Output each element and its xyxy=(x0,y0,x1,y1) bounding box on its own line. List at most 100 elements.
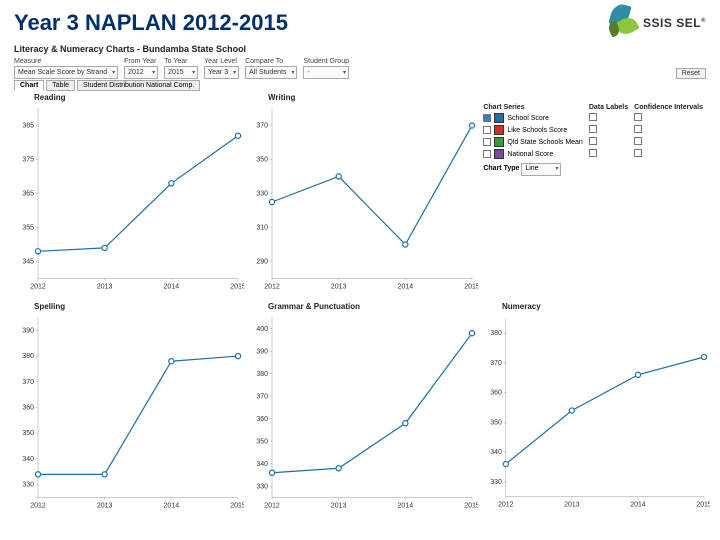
svg-text:2012: 2012 xyxy=(30,284,46,291)
svg-text:2014: 2014 xyxy=(164,284,180,291)
svg-text:380: 380 xyxy=(256,371,268,378)
chart-cell: Grammar & Punctuation3303403503603703803… xyxy=(248,302,478,517)
filter-measure[interactable]: Mean Scale Score by Strand xyxy=(14,66,118,79)
filter-label-compare-to: Compare To xyxy=(245,58,297,65)
svg-text:350: 350 xyxy=(256,438,268,445)
svg-text:2013: 2013 xyxy=(97,284,113,291)
svg-text:340: 340 xyxy=(256,461,268,468)
svg-text:330: 330 xyxy=(22,482,34,489)
legend-check[interactable] xyxy=(483,114,491,122)
legend-check[interactable] xyxy=(483,126,491,134)
chart-svg: 330 340 350 360 370 380 390 400 2012 2013 2014 2015 xyxy=(248,312,478,515)
chart-svg: 3303403503603703803902012201320142015 xyxy=(14,312,244,515)
svg-text:370: 370 xyxy=(256,393,268,400)
logo-text: SSIS SEL® xyxy=(643,16,706,30)
chart-title: Grammar & Punctuation xyxy=(248,302,478,312)
svg-text:360: 360 xyxy=(22,405,34,412)
chart-svg: 345 355 365 375 385 2012 2013 2014 2015 xyxy=(14,103,244,296)
legend-datalabel-check[interactable] xyxy=(589,113,597,121)
svg-text:380: 380 xyxy=(490,330,502,337)
svg-text:400: 400 xyxy=(256,326,268,333)
chart-cell: Numeracy33034035036037038020122013201420… xyxy=(482,302,710,517)
filter-to-year[interactable]: 2015 xyxy=(164,66,198,79)
svg-text:330: 330 xyxy=(256,483,268,490)
filter-label-measure: Measure xyxy=(14,58,118,65)
svg-text:360: 360 xyxy=(490,390,502,397)
svg-text:330: 330 xyxy=(256,191,268,198)
svg-text:370: 370 xyxy=(22,379,34,386)
legend-datalabel-check[interactable] xyxy=(589,137,597,145)
filter-bar: MeasureMean Scale Score by Strand From Y… xyxy=(0,56,720,80)
svg-text:2015: 2015 xyxy=(230,503,244,510)
svg-text:2014: 2014 xyxy=(630,502,646,509)
tab-distribution[interactable]: Student Distribution National Comp. xyxy=(77,80,200,91)
legend-series-label: Like Schools Score xyxy=(507,127,567,134)
svg-text:345: 345 xyxy=(22,259,34,266)
filter-label-year-level: Year Level xyxy=(204,58,239,65)
svg-text:385: 385 xyxy=(22,123,34,130)
tab-chart[interactable]: Chart xyxy=(14,80,44,91)
svg-text:2013: 2013 xyxy=(564,502,580,509)
legend-series-label: National Score xyxy=(507,151,553,158)
chart-svg: 2903103303503702012201320142015 xyxy=(248,103,478,296)
svg-text:2012: 2012 xyxy=(264,503,280,510)
svg-text:370: 370 xyxy=(256,123,268,130)
svg-text:330: 330 xyxy=(490,479,502,486)
legend-datalabel-check[interactable] xyxy=(589,149,597,157)
filter-from-year[interactable]: 2012 xyxy=(124,66,158,79)
svg-text:350: 350 xyxy=(490,419,502,426)
chart-title: Reading xyxy=(14,93,244,103)
chart-type-select[interactable]: Line xyxy=(521,163,561,176)
chart-legend: Chart SeriesData LabelsConfidence Interv… xyxy=(480,103,706,177)
chart-cell: Writing2903103303503702012201320142015 xyxy=(248,93,478,298)
legend-ci-check[interactable] xyxy=(634,113,642,121)
svg-text:2015: 2015 xyxy=(230,284,244,291)
svg-text:360: 360 xyxy=(256,416,268,423)
filter-label-from-year: From Year xyxy=(124,58,158,65)
svg-text:340: 340 xyxy=(22,456,34,463)
svg-text:355: 355 xyxy=(22,225,34,232)
svg-text:2015: 2015 xyxy=(464,284,478,291)
filter-compare-to[interactable]: All Students xyxy=(245,66,297,79)
legend-ci-check[interactable] xyxy=(634,137,642,145)
chart-cell: Chart SeriesData LabelsConfidence Interv… xyxy=(482,93,710,298)
charts-grid: Reading 345 355 365 375 385 2012 2013 2014 2015 Wr… xyxy=(0,91,720,519)
chart-title: Spelling xyxy=(14,302,244,312)
chart-title: Writing xyxy=(248,93,478,103)
svg-text:2014: 2014 xyxy=(398,503,414,510)
svg-text:380: 380 xyxy=(22,353,34,360)
filter-student-group[interactable]: - xyxy=(303,66,349,79)
tab-table[interactable]: Table xyxy=(46,80,75,91)
svg-text:2014: 2014 xyxy=(398,284,414,291)
logo: SSIS SEL® xyxy=(605,6,706,40)
filter-label-student-group: Student Group xyxy=(303,58,349,65)
svg-text:350: 350 xyxy=(256,157,268,164)
chart-cell: Spelling33034035036037038039020122013201… xyxy=(14,302,244,517)
tab-bar: Chart Table Student Distribution Nationa… xyxy=(0,80,720,91)
reset-button[interactable]: Reset xyxy=(676,68,706,79)
svg-text:365: 365 xyxy=(22,191,34,198)
legend-ci-check[interactable] xyxy=(634,149,642,157)
svg-text:2015: 2015 xyxy=(696,502,710,509)
svg-text:350: 350 xyxy=(22,430,34,437)
legend-datalabel-check[interactable] xyxy=(589,125,597,133)
svg-text:290: 290 xyxy=(256,259,268,266)
filter-label-to-year: To Year xyxy=(164,58,198,65)
svg-text:2013: 2013 xyxy=(331,503,347,510)
svg-text:2015: 2015 xyxy=(464,503,478,510)
legend-series-label: Qld State Schools Mean xyxy=(507,139,583,146)
svg-text:375: 375 xyxy=(22,157,34,164)
legend-ci-check[interactable] xyxy=(634,125,642,133)
chart-svg: 3303403503603703802012201320142015 xyxy=(482,312,710,515)
svg-text:390: 390 xyxy=(256,348,268,355)
svg-text:2014: 2014 xyxy=(164,503,180,510)
svg-text:2012: 2012 xyxy=(498,502,514,509)
svg-text:2012: 2012 xyxy=(30,503,46,510)
svg-text:2012: 2012 xyxy=(264,284,280,291)
legend-check[interactable] xyxy=(483,150,491,158)
svg-text:2013: 2013 xyxy=(97,503,113,510)
filter-year-level[interactable]: Year 3 xyxy=(204,66,239,79)
subheading: Literacy & Numeracy Charts - Bundamba St… xyxy=(0,42,720,56)
legend-check[interactable] xyxy=(483,138,491,146)
svg-text:340: 340 xyxy=(490,449,502,456)
